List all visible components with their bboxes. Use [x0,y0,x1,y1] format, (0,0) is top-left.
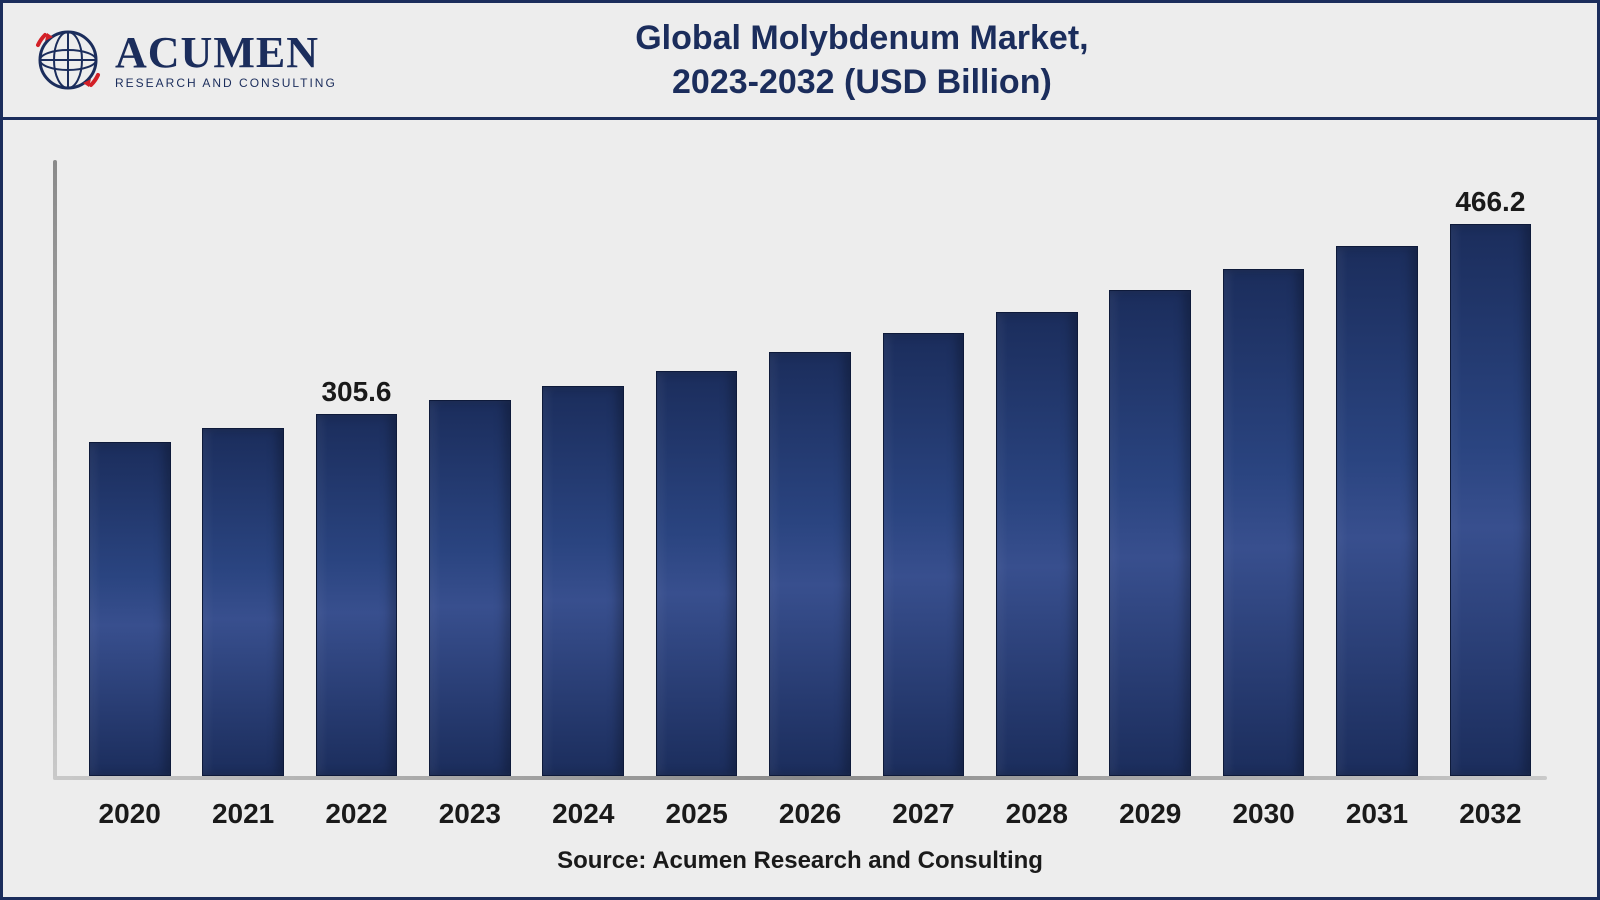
x-tick-label: 2022 [300,798,413,830]
x-tick-label: 2029 [1094,798,1207,830]
x-tick-label: 2025 [640,798,753,830]
y-axis [53,160,57,780]
bar [202,428,284,776]
bar [1223,269,1305,776]
bar-2022: 305.6 [300,160,413,776]
bar-2032: 466.2 [1434,160,1547,776]
bar-2026 [753,160,866,776]
bar-2031 [1320,160,1433,776]
x-tick-label: 2028 [980,798,1093,830]
x-tick-label: 2023 [413,798,526,830]
header: ACUMEN RESEARCH AND CONSULTING Global Mo… [0,0,1600,120]
x-tick-label: 2027 [867,798,980,830]
bar-2029 [1094,160,1207,776]
bar [316,414,398,776]
x-tick-label: 2020 [73,798,186,830]
bar-2024 [527,160,640,776]
title-line-1: Global Molybdenum Market, [337,16,1387,60]
logo-name: ACUMEN [115,31,337,75]
bar [1336,246,1418,776]
bar-2023 [413,160,526,776]
bar [1109,290,1191,776]
plot-region: 305.6466.2 20202021202220232024202520262… [53,160,1547,780]
chart-area: 305.6466.2 20202021202220232024202520262… [0,120,1600,900]
bar-2030 [1207,160,1320,776]
bar [656,371,738,776]
bar-2020 [73,160,186,776]
logo-globe-icon [33,25,103,95]
source-caption: Source: Acumen Research and Consulting [3,847,1597,875]
x-axis-labels: 2020202120222023202420252026202720282029… [73,798,1547,830]
title-line-2: 2023-2032 (USD Billion) [337,60,1387,104]
x-tick-label: 2024 [527,798,640,830]
bar [1450,224,1532,776]
x-tick-label: 2030 [1207,798,1320,830]
bar [883,333,965,776]
chart-title: Global Molybdenum Market, 2023-2032 (USD… [337,16,1567,104]
bar [996,312,1078,776]
logo-text: ACUMEN RESEARCH AND CONSULTING [115,31,337,89]
bar-2025 [640,160,753,776]
bar-value-label: 305.6 [321,376,391,408]
bars-group: 305.6 466.2 [73,160,1547,776]
x-axis [53,776,1547,780]
bar-2021 [186,160,299,776]
bar [542,386,624,776]
logo: ACUMEN RESEARCH AND CONSULTING [33,25,337,95]
chart-container: ACUMEN RESEARCH AND CONSULTING Global Mo… [0,0,1600,900]
x-tick-label: 2021 [186,798,299,830]
bar-2028 [980,160,1093,776]
bar-2027 [867,160,980,776]
bar [89,442,171,776]
bar [769,352,851,776]
bar [429,400,511,776]
logo-tagline: RESEARCH AND CONSULTING [115,77,337,89]
x-tick-label: 2032 [1434,798,1547,830]
x-tick-label: 2026 [753,798,866,830]
bar-value-label: 466.2 [1455,186,1525,218]
x-tick-label: 2031 [1320,798,1433,830]
